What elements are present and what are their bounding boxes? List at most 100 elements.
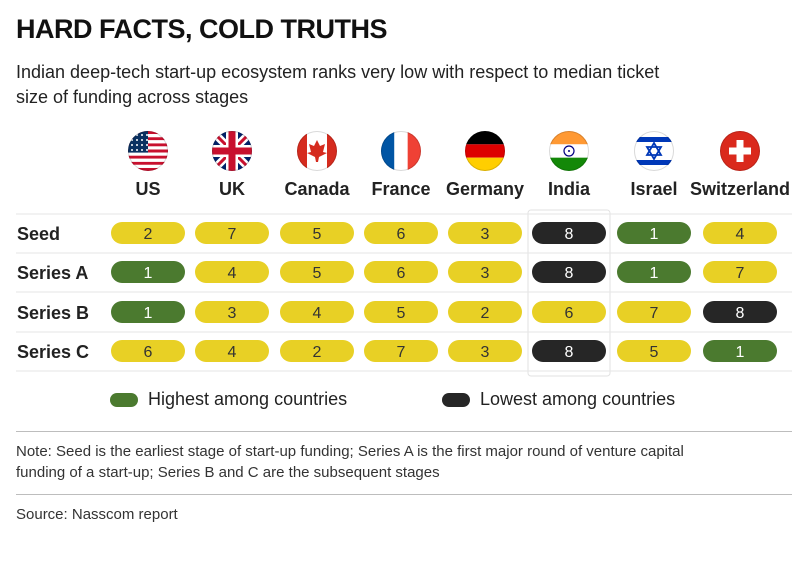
rank-value: 8 <box>736 305 745 322</box>
rank-cell: 4 <box>703 222 777 244</box>
rank-pill <box>364 301 438 323</box>
rank-cell: 1 <box>617 261 691 283</box>
rank-value: 1 <box>144 265 153 282</box>
row-label: Seed <box>17 224 60 244</box>
rank-value: 5 <box>397 305 406 322</box>
rank-pill <box>703 261 777 283</box>
india-flag-icon <box>549 131 589 171</box>
rank-cell: 5 <box>280 222 354 244</box>
rank-pill <box>195 261 269 283</box>
rank-value: 6 <box>144 344 153 361</box>
rank-pill <box>364 222 438 244</box>
rank-pill <box>111 340 185 362</box>
legend-lowest-label: Lowest among countries <box>480 389 676 409</box>
divider-top <box>16 431 792 432</box>
rank-cell: 2 <box>448 301 522 323</box>
uk-flag-icon <box>212 131 252 171</box>
legend-highest: Highest among countries <box>110 389 347 410</box>
rank-cell: 5 <box>280 261 354 283</box>
footnote: Note: Seed is the earliest stage of star… <box>16 443 684 481</box>
rank-cell: 7 <box>364 340 438 362</box>
rank-value: 6 <box>565 305 574 322</box>
row-label: Series B <box>17 303 89 323</box>
rank-cell: 1 <box>617 222 691 244</box>
rank-value: 2 <box>481 305 490 322</box>
rank-pill <box>617 301 691 323</box>
rank-pill <box>703 301 777 323</box>
column-header: Germany <box>446 179 524 199</box>
rank-value: 4 <box>313 305 322 322</box>
rank-cell: 6 <box>364 261 438 283</box>
rank-pill <box>448 340 522 362</box>
israel-flag-icon <box>634 131 674 171</box>
rank-value: 3 <box>481 226 490 243</box>
rank-value: 3 <box>481 265 490 282</box>
rank-cell: 3 <box>195 301 269 323</box>
rank-pill <box>364 261 438 283</box>
rank-value: 4 <box>736 226 745 243</box>
column-header: India <box>548 179 591 199</box>
rank-value: 4 <box>228 265 237 282</box>
rank-value: 8 <box>565 344 574 361</box>
rank-pill <box>703 222 777 244</box>
rank-value: 1 <box>144 305 153 322</box>
rank-cell: 8 <box>532 261 606 283</box>
rank-cell: 3 <box>448 340 522 362</box>
rank-cell: 8 <box>703 301 777 323</box>
rank-pill <box>280 301 354 323</box>
rank-value: 1 <box>650 265 659 282</box>
rank-value: 2 <box>144 226 153 243</box>
rank-pill <box>532 222 606 244</box>
rank-value: 5 <box>313 265 322 282</box>
rank-cell: 7 <box>703 261 777 283</box>
rank-pill <box>195 301 269 323</box>
rank-cell: 4 <box>195 340 269 362</box>
legend-lowest: Lowest among countries <box>442 389 675 410</box>
rank-cell: 4 <box>195 261 269 283</box>
row-label: Series A <box>17 263 88 283</box>
rank-pill <box>111 222 185 244</box>
rank-pill <box>280 222 354 244</box>
rank-pill <box>617 261 691 283</box>
rank-value: 7 <box>650 305 659 322</box>
rank-pill <box>111 301 185 323</box>
chart-title: HARD FACTS, COLD TRUTHS <box>16 14 387 44</box>
rank-cell: 8 <box>532 340 606 362</box>
column-header: France <box>371 179 430 199</box>
rank-value: 7 <box>736 265 745 282</box>
column-header: Switzerland <box>690 179 790 199</box>
rank-cell: 5 <box>364 301 438 323</box>
rank-value: 3 <box>228 305 237 322</box>
rank-value: 8 <box>565 226 574 243</box>
rank-cell: 7 <box>195 222 269 244</box>
legend-highest-label: Highest among countries <box>148 389 348 409</box>
rank-pill <box>364 340 438 362</box>
rank-pill <box>448 222 522 244</box>
rank-pill <box>617 340 691 362</box>
us-flag-icon <box>128 131 168 171</box>
rank-cell: 6 <box>111 340 185 362</box>
rank-cell: 4 <box>280 301 354 323</box>
rank-pill <box>448 301 522 323</box>
rank-value: 1 <box>650 226 659 243</box>
rank-cell: 1 <box>111 301 185 323</box>
rank-cell: 5 <box>617 340 691 362</box>
canada-flag-icon <box>297 131 337 171</box>
rank-cell: 3 <box>448 222 522 244</box>
row-label: Series C <box>17 342 89 362</box>
column-header: US <box>135 179 160 199</box>
column-header: Israel <box>630 179 677 199</box>
rank-cell: 7 <box>617 301 691 323</box>
rank-value: 2 <box>313 344 322 361</box>
rank-pill <box>532 261 606 283</box>
divider-bottom <box>16 494 792 495</box>
india-column-highlight <box>527 209 611 377</box>
rank-value: 7 <box>397 344 406 361</box>
source-line: Source: Nasscom report <box>16 506 178 523</box>
rank-pill <box>448 261 522 283</box>
column-header: Canada <box>284 179 350 199</box>
rank-value: 8 <box>565 265 574 282</box>
rank-pill <box>195 340 269 362</box>
germany-flag-icon <box>465 131 505 171</box>
